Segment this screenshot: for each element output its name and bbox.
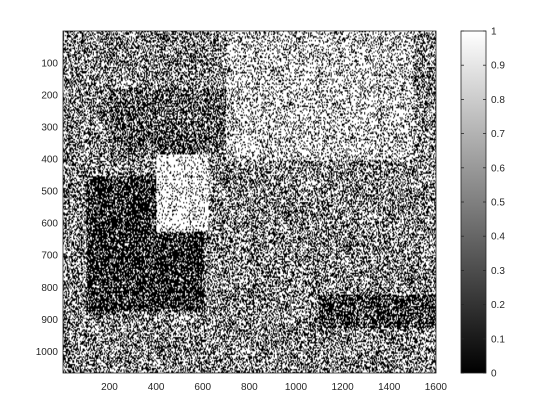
- heatmap-image: [63, 31, 436, 373]
- colorbar-tick-label: 0.4: [491, 232, 505, 243]
- colorbar-tick-label: 0.2: [491, 300, 505, 311]
- colorbar-axis: 0 0.1 0.2 0.3 0.4 0.5 0.6 0.7 0.8 0.9 1: [461, 27, 505, 380]
- colorbar-tick-label: 0.8: [491, 95, 505, 106]
- colorbar-tick-label: 0.9: [491, 61, 505, 72]
- y-tick-label: 100: [41, 58, 58, 69]
- x-tick-label: 600: [194, 382, 211, 393]
- x-tick-label: 1200: [332, 382, 355, 393]
- colorbar-tick-label: 0.6: [491, 163, 505, 174]
- x-tick-label: 1000: [285, 382, 308, 393]
- colorbar-tick-label: 0.1: [491, 334, 505, 345]
- x-axis: 200 400 600 800 1000 1200 1400 1600: [101, 31, 447, 393]
- colorbar-gradient: [461, 31, 486, 373]
- y-tick-label: 900: [41, 315, 58, 326]
- heatmap-raster: [63, 31, 436, 373]
- colorbar-tick-label: 0.7: [491, 129, 505, 140]
- y-tick-label: 300: [41, 122, 58, 133]
- y-tick-label: 200: [41, 90, 58, 101]
- y-tick-label: 400: [41, 155, 58, 166]
- x-tick-label: 400: [148, 382, 165, 393]
- y-tick-label: 800: [41, 283, 58, 294]
- x-tick-label: 200: [101, 382, 118, 393]
- x-tick-label: 1400: [378, 382, 401, 393]
- colorbar-tick-label: 0.3: [491, 266, 505, 277]
- colorbar-tick-label: 0.5: [491, 198, 505, 209]
- y-axis: 100 200 300 400 500 600 700 800 900 1000: [36, 58, 436, 358]
- y-tick-label: 1000: [36, 347, 59, 358]
- y-tick-label: 600: [41, 219, 58, 230]
- x-tick-label: 800: [241, 382, 258, 393]
- colorbar-tick-label: 1: [491, 27, 497, 38]
- y-tick-label: 700: [41, 251, 58, 262]
- y-tick-label: 500: [41, 187, 58, 198]
- x-tick-label: 1600: [425, 382, 448, 393]
- colorbar-tick-label: 0: [491, 369, 497, 380]
